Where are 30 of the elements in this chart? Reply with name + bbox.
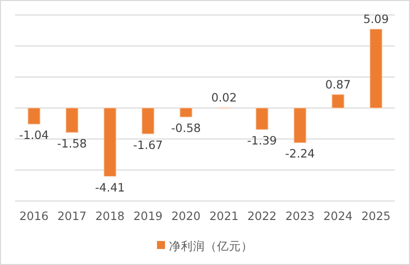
data-label: -1.39 [247,134,277,148]
data-label: 0.87 [325,78,351,92]
data-label: -1.04 [19,128,49,142]
bar [294,108,306,144]
bar [256,108,268,130]
data-label: -1.58 [57,136,87,150]
x-tick-label: 2021 [209,209,239,223]
x-tick-label: 2020 [171,209,201,223]
bar [370,28,382,108]
x-tick-label: 2019 [133,209,163,223]
data-label: 0.02 [211,90,237,105]
x-tick-label: 2023 [285,209,315,223]
data-label: -4.41 [95,180,125,194]
bar [332,94,344,108]
x-tick-label: 2022 [247,209,277,223]
bar [66,108,78,133]
x-tick-label: 2018 [95,209,125,223]
data-label: -2.24 [285,146,315,161]
bar [142,108,154,134]
x-tick-label: 2025 [361,209,391,223]
x-tick-label: 2016 [19,209,49,223]
bar [28,108,40,124]
bar [104,108,116,177]
bar [180,108,192,118]
data-label: -0.58 [171,120,201,135]
data-label: -1.67 [133,138,163,152]
x-tick-label: 2024 [323,209,353,223]
data-label: 5.09 [363,12,389,26]
x-tick-label: 2017 [57,209,87,223]
legend: 净利润（亿元） [157,239,253,253]
